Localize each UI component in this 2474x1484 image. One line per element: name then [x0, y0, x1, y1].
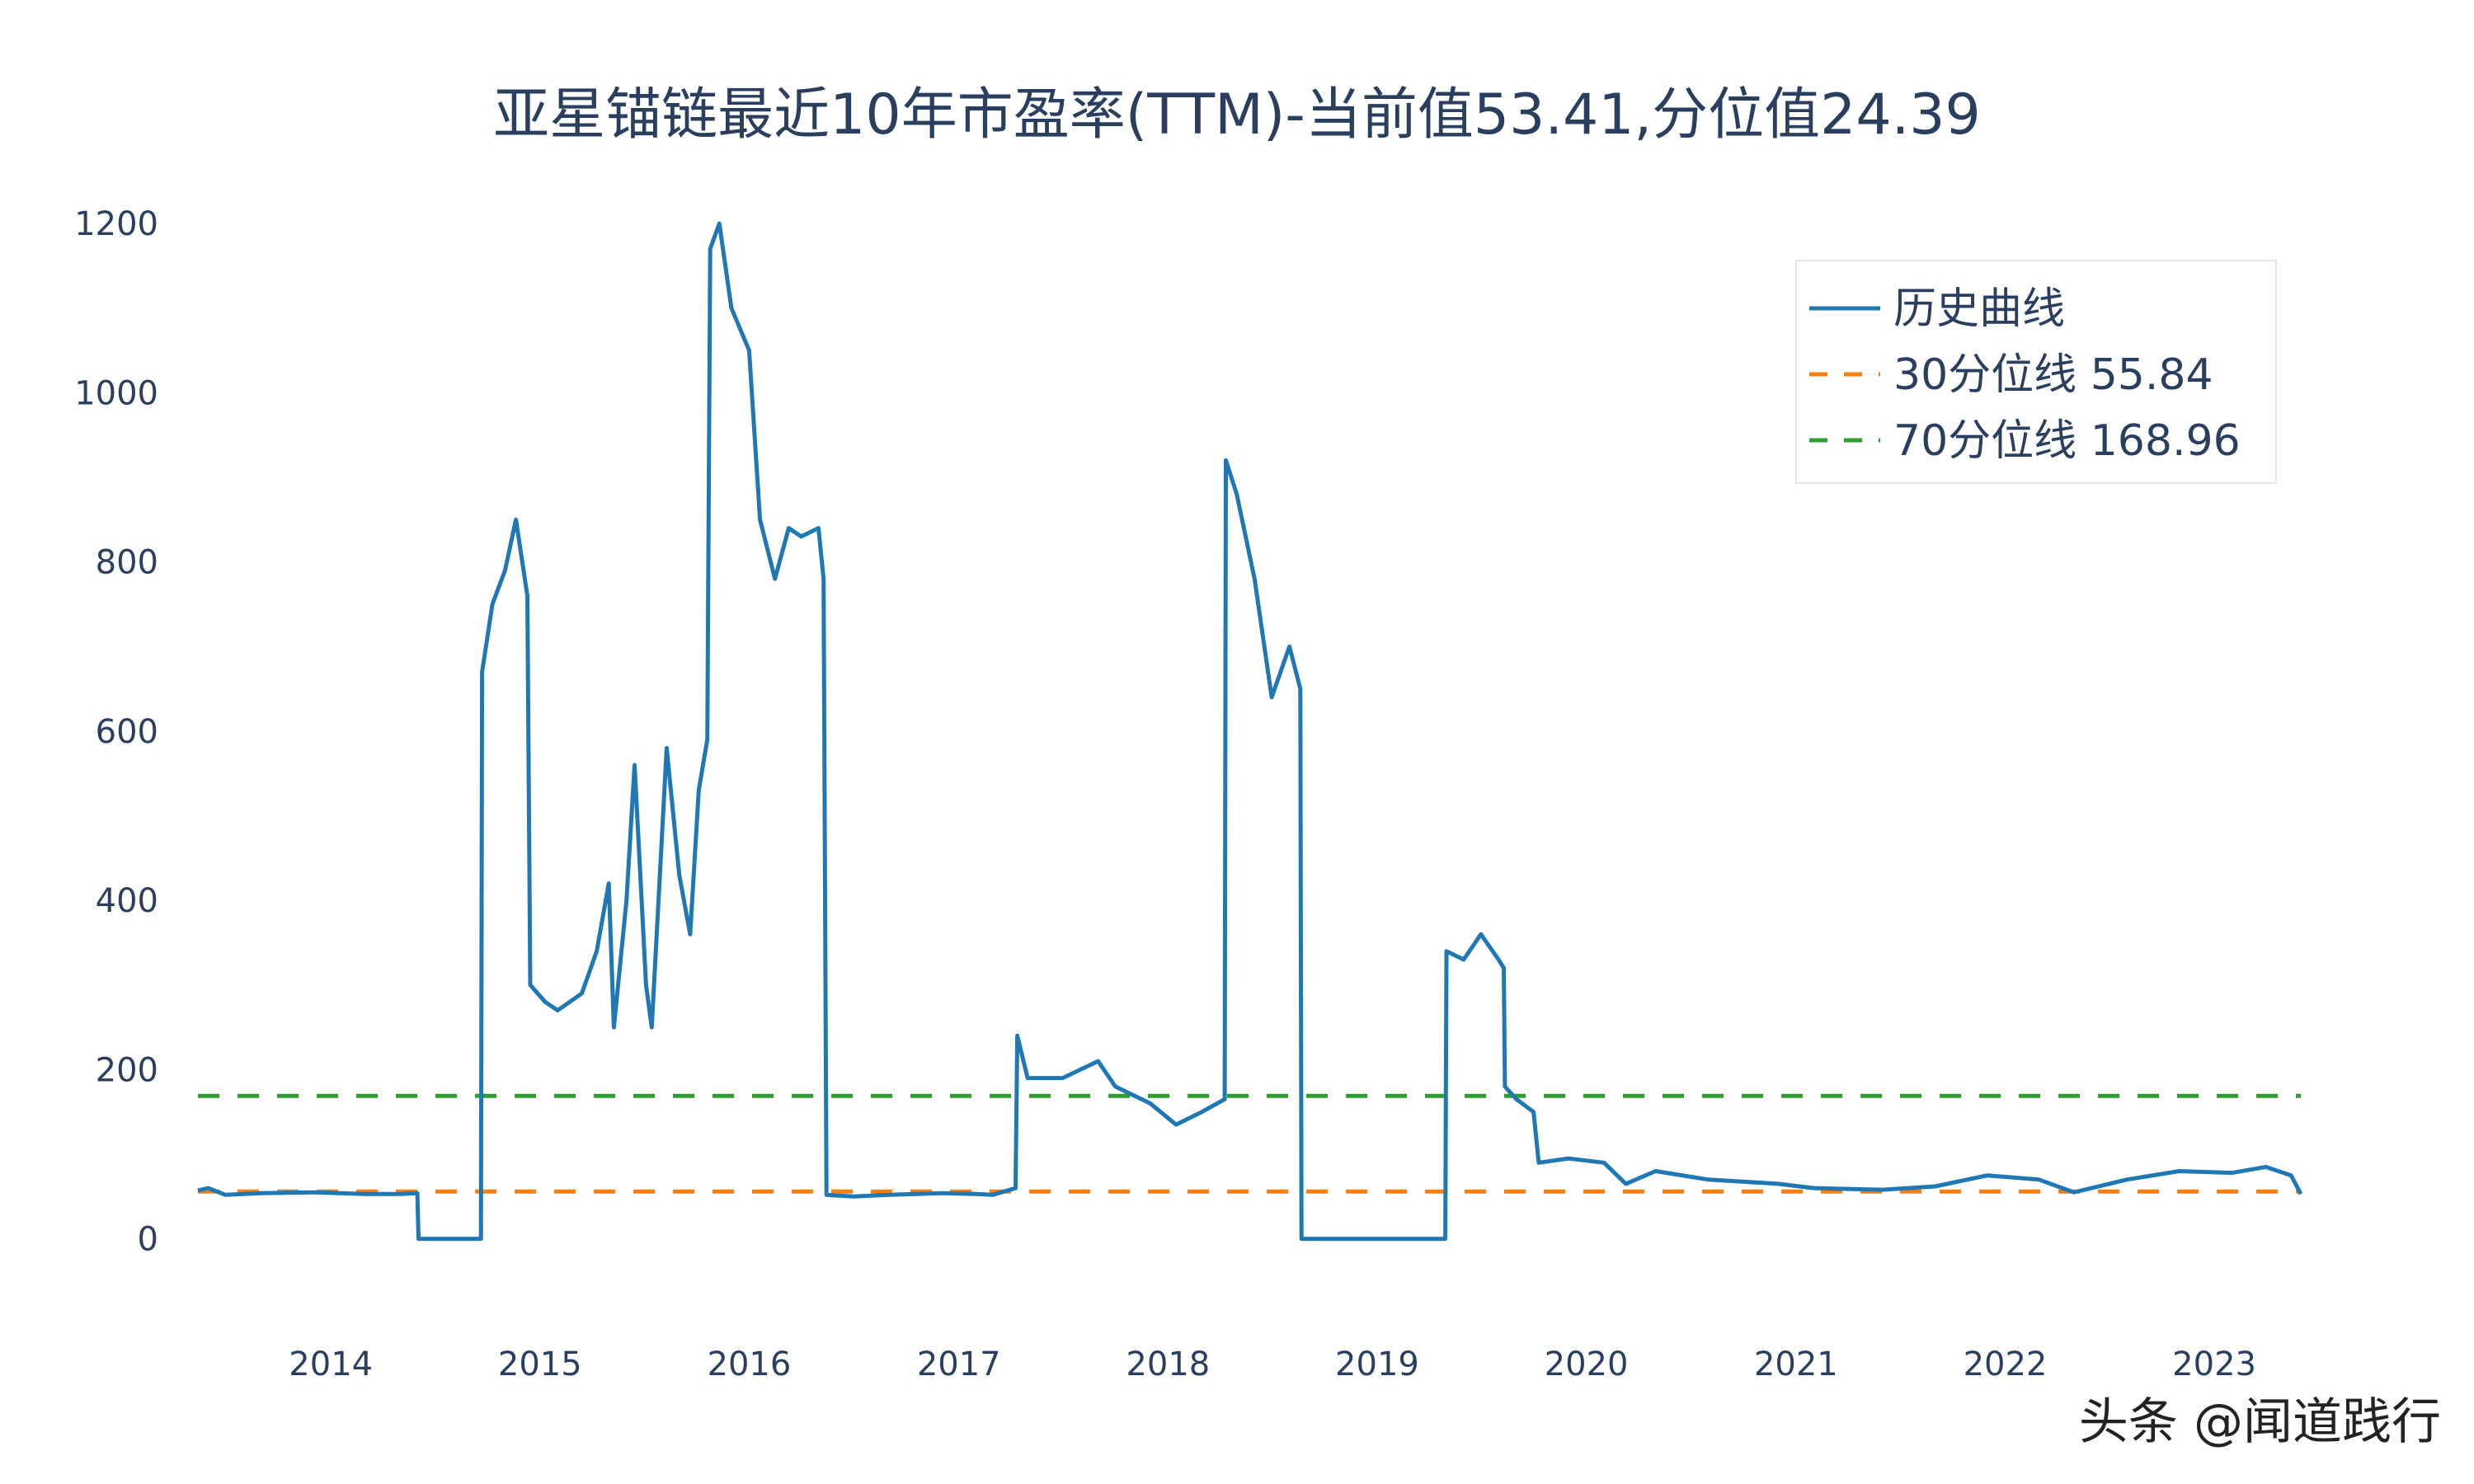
- x-tick-label: 2014: [289, 1345, 373, 1383]
- chart-title: 亚星锚链最近10年市盈率(TTM)-当前值53.41,分位值24.39: [493, 82, 1981, 148]
- y-tick-label: 0: [138, 1221, 158, 1259]
- legend-box: [1795, 260, 2277, 484]
- legend-item-label-1[interactable]: 30分位线 55.84: [1893, 350, 2213, 400]
- x-tick-label: 2015: [498, 1345, 582, 1383]
- plot-area: [197, 221, 2303, 1242]
- x-tick-label: 2021: [1754, 1345, 1838, 1383]
- x-tick-label: 2022: [1964, 1345, 2048, 1383]
- y-tick-label: 1200: [74, 205, 158, 243]
- x-tick-label: 2016: [708, 1345, 792, 1383]
- y-axis-ticks: 0 200 400 600 800 1000 1200: [74, 205, 158, 1259]
- y-tick-label: 400: [96, 882, 158, 920]
- x-tick-label: 2023: [2172, 1345, 2256, 1383]
- x-tick-label: 2017: [917, 1345, 1001, 1383]
- y-tick-label: 1000: [74, 374, 158, 412]
- x-axis-ticks: 2014 2015 2016 2017 2018 2019 2020 2021 2022 2023: [289, 1345, 2256, 1383]
- y-tick-label: 200: [96, 1051, 158, 1089]
- x-tick-label: 2018: [1126, 1345, 1210, 1383]
- y-tick-label: 600: [96, 713, 158, 751]
- x-tick-label: 2019: [1335, 1345, 1419, 1383]
- legend[interactable]: 历史曲线 30分位线 55.84 70分位线 168.96: [1795, 260, 2277, 484]
- legend-item-label-2[interactable]: 70分位线 168.96: [1893, 416, 2241, 466]
- watermark-text: 头条 @闻道践行: [2079, 1393, 2441, 1451]
- x-tick-label: 2020: [1545, 1345, 1629, 1383]
- series-line-0: [197, 221, 2303, 1242]
- y-tick-label: 800: [96, 544, 158, 582]
- legend-item-label-0[interactable]: 历史曲线: [1893, 284, 2065, 334]
